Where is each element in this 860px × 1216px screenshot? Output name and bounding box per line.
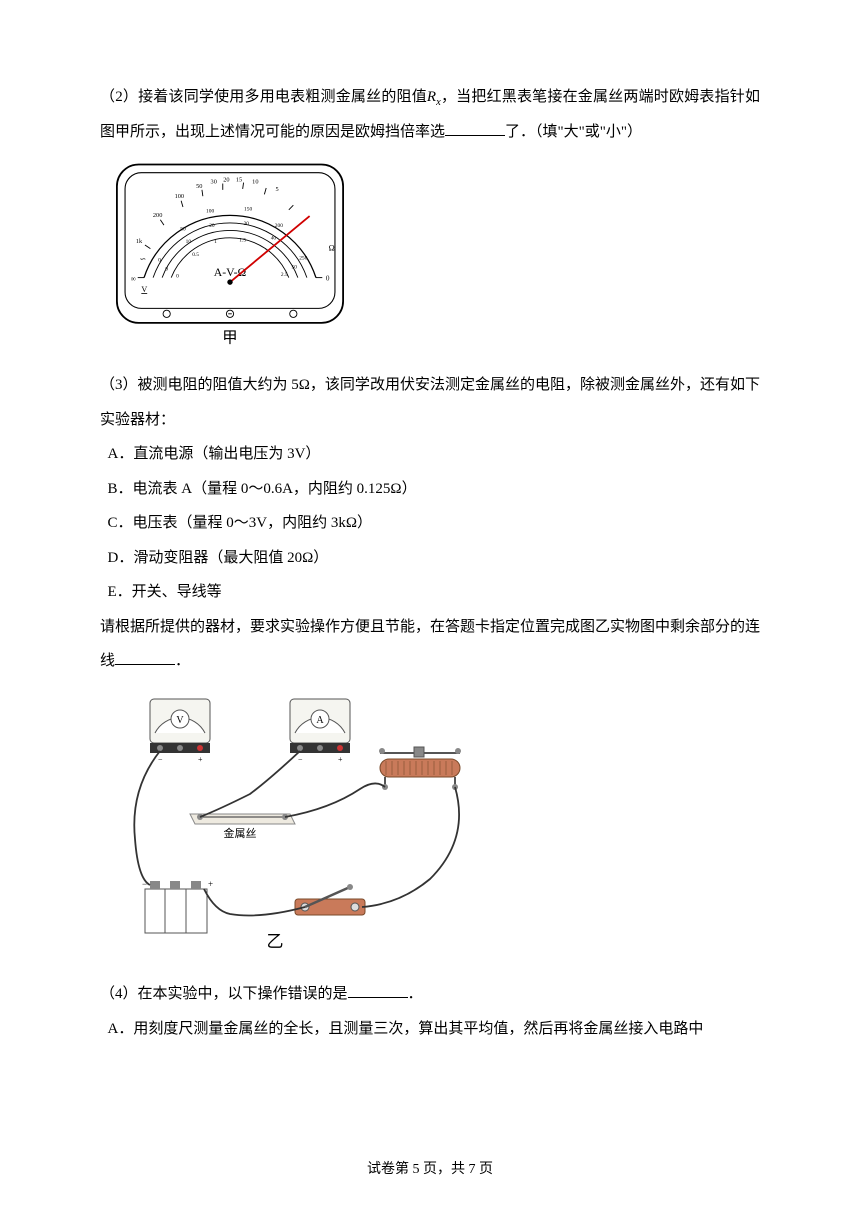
svg-text:0: 0	[176, 273, 179, 279]
q4-text: （4）在本实验中，以下操作错误的是 ．	[100, 977, 760, 1012]
svg-text:∞: ∞	[131, 275, 136, 283]
svg-text:∽: ∽	[140, 254, 147, 263]
svg-text:15: 15	[236, 176, 242, 183]
svg-text:0: 0	[326, 274, 330, 282]
svg-text:1k: 1k	[136, 238, 143, 245]
switch	[295, 884, 365, 915]
voltmeter: V − +	[150, 699, 210, 764]
svg-text:+: +	[198, 755, 203, 764]
svg-text:V: V	[176, 715, 184, 726]
svg-text:0: 0	[165, 266, 168, 272]
svg-text:20: 20	[223, 176, 229, 183]
q2-var: R	[427, 89, 436, 105]
svg-text:100: 100	[206, 208, 214, 214]
circuit-figure: V − + A − +	[100, 689, 760, 973]
q3-D: D．滑动变阻器（最大阻值 20Ω）	[108, 541, 761, 576]
svg-text:250: 250	[299, 255, 307, 261]
q4-blank	[348, 983, 408, 998]
svg-text:Ω: Ω	[329, 243, 335, 252]
svg-text:150: 150	[244, 206, 252, 212]
multimeter-svg: ∞ 1k 200 100 50 30 20 15 10 5 0 Ω 0 50 1…	[100, 160, 360, 350]
svg-text:10: 10	[252, 178, 258, 185]
svg-text:50: 50	[180, 226, 186, 232]
q2-blank	[445, 121, 505, 136]
svg-text:30: 30	[244, 221, 250, 227]
q3-blank	[115, 650, 175, 665]
svg-text:A: A	[316, 715, 324, 726]
q3-intro: （3）被测电阻的阻值大约为 5Ω，该同学改用伏安法测定金属丝的电阻，除被测金属丝…	[100, 368, 760, 437]
meter-figure: ∞ 1k 200 100 50 30 20 15 10 5 0 Ω 0 50 1…	[100, 160, 760, 364]
svg-text:2.5: 2.5	[281, 271, 288, 277]
svg-text:1.5: 1.5	[239, 237, 246, 243]
svg-text:5: 5	[275, 185, 278, 192]
svg-text:100: 100	[175, 193, 185, 200]
q2-text: （2）接着该同学使用多用电表粗测金属丝的阻值Rx，当把红黑表笔接在金属丝两端时欧…	[100, 80, 760, 150]
q3-A: A．直流电源（输出电压为 3V）	[108, 437, 761, 472]
svg-text:0: 0	[158, 257, 161, 263]
page-footer: 试卷第 5 页，共 7 页	[0, 1154, 860, 1186]
q3-C: C．电压表（量程 0～3V，内阻约 3kΩ）	[108, 506, 761, 541]
q3-tail2: ．	[175, 653, 190, 669]
svg-text:金属丝: 金属丝	[224, 826, 257, 840]
svg-text:甲: 甲	[222, 329, 237, 346]
q4-main: （4）在本实验中，以下操作错误的是	[100, 986, 348, 1002]
svg-text:1: 1	[214, 239, 217, 245]
q3-tail: 请根据所提供的器材，要求实验操作方便且节能，在答题卡指定位置完成图乙实物图中剩余…	[100, 610, 760, 679]
svg-text:V: V	[141, 285, 147, 294]
svg-text:−: −	[158, 755, 163, 764]
svg-text:+: +	[208, 879, 213, 889]
svg-text:30: 30	[211, 178, 217, 185]
q4-tail: ．	[408, 986, 423, 1002]
svg-text:−: −	[298, 755, 303, 764]
svg-text:+: +	[338, 755, 343, 764]
ammeter: A − +	[290, 699, 350, 764]
svg-text:200: 200	[275, 223, 283, 229]
svg-text:200: 200	[153, 212, 163, 219]
q3-E: E．开关、导线等	[108, 575, 761, 610]
svg-text:10: 10	[186, 239, 192, 245]
rheostat	[379, 747, 461, 790]
battery: − +	[142, 879, 213, 933]
svg-text:20: 20	[209, 223, 215, 229]
q3-B: B．电流表 A（量程 0～0.6A，内阻约 0.125Ω）	[108, 472, 761, 507]
svg-text:50: 50	[196, 183, 202, 190]
q2-prefix: （2）接着该同学使用多用电表粗测金属丝的阻值	[100, 89, 427, 105]
svg-text:乙: 乙	[267, 932, 284, 951]
q4-A: A．用刻度尺测量金属丝的全长，且测量三次，算出其平均值，然后再将金属丝接入电路中	[108, 1012, 761, 1047]
svg-text:50: 50	[292, 264, 298, 270]
svg-text:40: 40	[271, 235, 277, 241]
svg-text:0.5: 0.5	[192, 252, 199, 258]
metal-wire: 金属丝	[190, 814, 295, 840]
q3-tail1: 请根据所提供的器材，要求实验操作方便且节能，在答题卡指定位置完成图乙实物图中剩余…	[100, 619, 760, 670]
q2-suffix: 了．（填"大"或"小"）	[505, 124, 642, 140]
circuit-svg: V − + A − +	[100, 689, 480, 959]
